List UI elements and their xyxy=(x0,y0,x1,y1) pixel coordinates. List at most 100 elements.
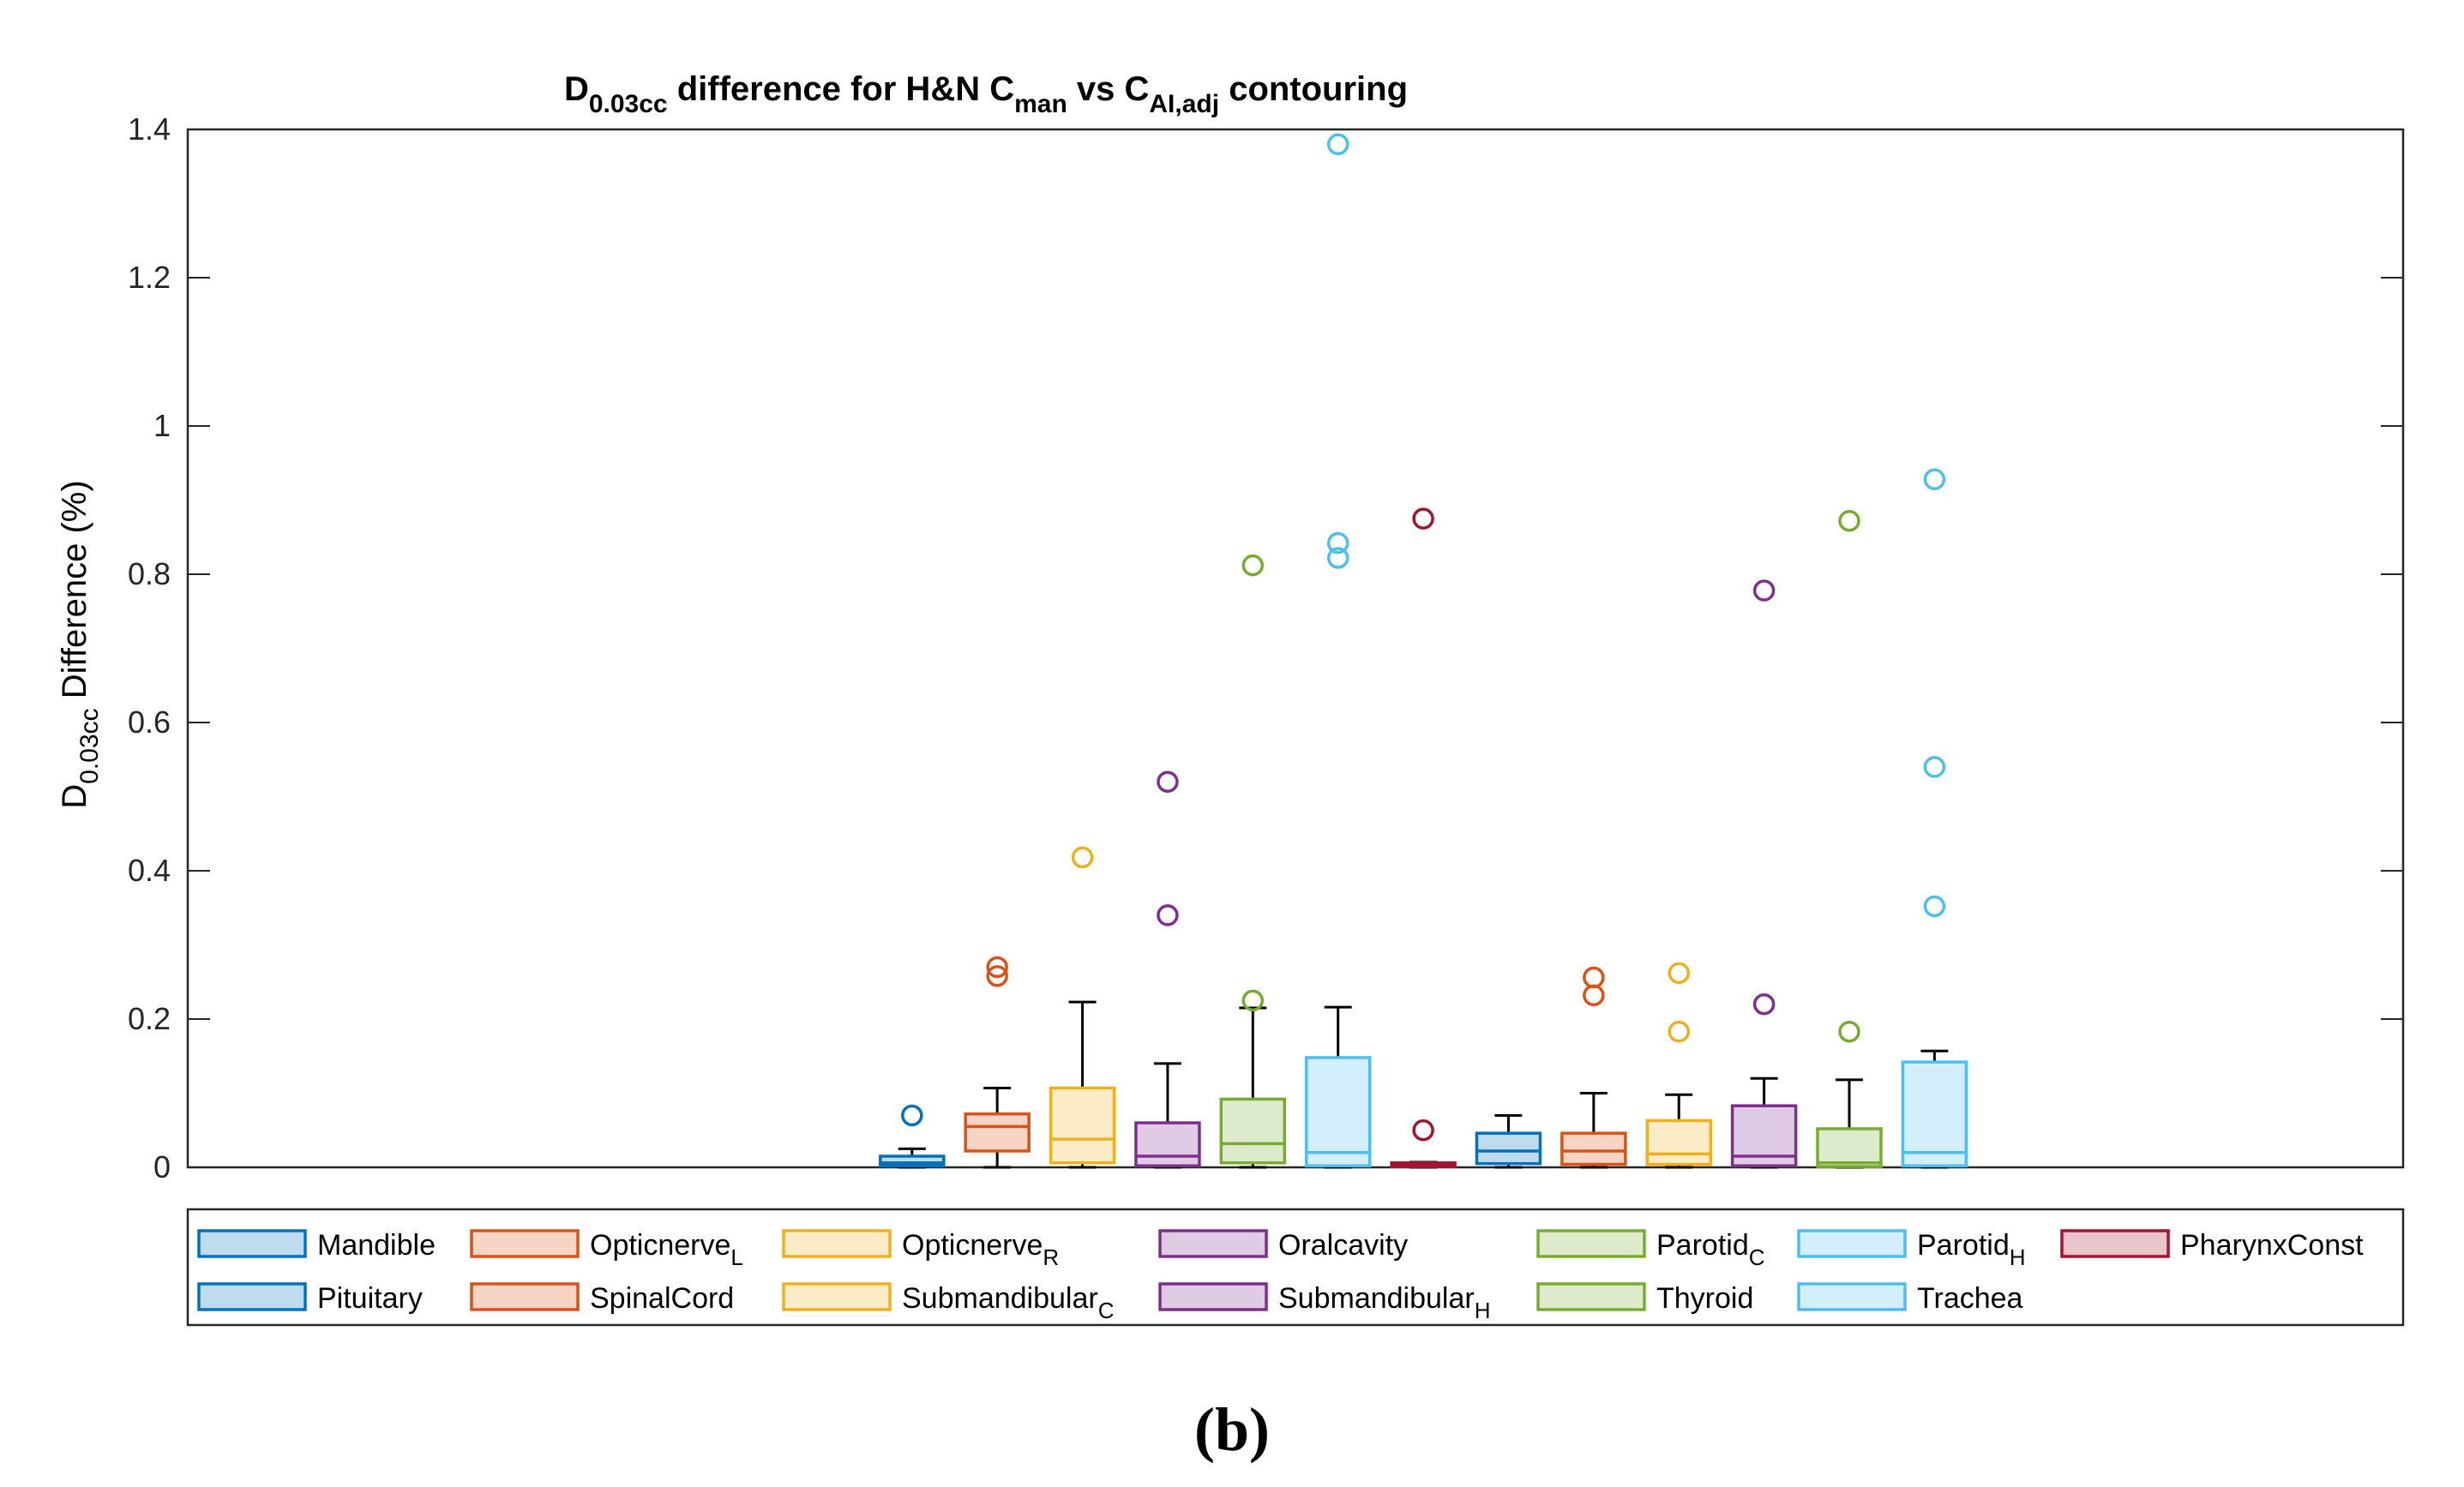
box-oralcavity xyxy=(1134,770,1201,1169)
y-axis: 0 0.2 0.4 0.6 0.8 1 1.2 1.4 xyxy=(128,111,2403,1184)
iqr-box xyxy=(1475,1131,1542,1166)
outlier-point xyxy=(1157,770,1179,793)
outlier-point xyxy=(1326,547,1349,569)
box-pituitary xyxy=(1475,1113,1542,1169)
legend-label: OpticnerveL xyxy=(590,1229,743,1270)
legend-item-oralcavity: Oralcavity xyxy=(1158,1229,1408,1262)
legend-label: ParotidC xyxy=(1656,1229,1765,1270)
legend-swatch xyxy=(1797,1229,1907,1258)
box-parotid-h xyxy=(1304,133,1372,1169)
outlier-point xyxy=(1838,509,1860,532)
outlier-point xyxy=(1923,895,1946,918)
legend-label: PharynxConst xyxy=(2180,1229,2364,1262)
legend-label: Mandible xyxy=(317,1229,436,1262)
outlier-point xyxy=(1668,962,1690,985)
legend-item-trachea: Trachea xyxy=(1797,1282,2023,1315)
iqr-box xyxy=(879,1154,946,1168)
iqr-box xyxy=(1304,1056,1372,1168)
iqr-box xyxy=(1134,1121,1201,1168)
outlier-point xyxy=(1752,579,1776,602)
legend-label: SubmandibularH xyxy=(1278,1282,1490,1323)
legend-swatch xyxy=(782,1229,892,1258)
box-submandibular-c xyxy=(1645,962,1712,1169)
legend-swatch xyxy=(782,1282,892,1311)
legend-swatch xyxy=(1536,1282,1646,1311)
outlier-point xyxy=(1241,989,1265,1012)
legend-swatch xyxy=(1158,1282,1268,1311)
box-opticnerve-r xyxy=(1049,846,1116,1169)
outlier-point xyxy=(1241,554,1265,577)
legend-item-submandibular-h: SubmandibularH xyxy=(1158,1282,1490,1323)
legend-swatch xyxy=(470,1282,580,1311)
y-tick-label: 0.8 xyxy=(128,556,171,591)
legend-swatch xyxy=(1536,1229,1646,1258)
outlier-point xyxy=(1752,992,1776,1016)
outlier-point xyxy=(1838,1020,1860,1043)
outlier-point xyxy=(986,956,1008,979)
box-mandible xyxy=(879,1104,946,1169)
legend-item-spinalcord: SpinalCord xyxy=(470,1282,734,1315)
plot-area xyxy=(186,128,2405,1169)
legend-item-parotid-c: ParotidC xyxy=(1536,1229,1765,1270)
legend-item-thyroid: Thyroid xyxy=(1536,1282,1753,1315)
outlier-point xyxy=(1668,1020,1690,1043)
outlier-point xyxy=(901,1104,923,1127)
outlier-point xyxy=(1071,846,1094,869)
outlier-point xyxy=(1326,531,1349,555)
y-tick-label: 0.4 xyxy=(128,853,171,888)
legend-label: ParotidH xyxy=(1917,1229,2026,1270)
y-tick-label: 1.4 xyxy=(128,111,171,147)
outlier-point xyxy=(1412,507,1434,530)
outlier-point xyxy=(1583,984,1605,1007)
box-spinalcord xyxy=(1560,966,1627,1169)
legend-label: Pituitary xyxy=(317,1282,423,1315)
y-tick-label: 0.2 xyxy=(128,1001,171,1036)
legend-label: Oralcavity xyxy=(1278,1229,1408,1262)
outlier-point xyxy=(1923,756,1946,778)
legend-swatch xyxy=(1158,1229,1268,1258)
legend-swatch xyxy=(197,1282,307,1311)
y-tick-label: 0.6 xyxy=(128,705,171,740)
iqr-box xyxy=(1049,1086,1116,1165)
outlier-point xyxy=(1157,904,1179,926)
outlier-point xyxy=(986,965,1008,987)
legend-item-mandible: Mandible xyxy=(197,1229,436,1262)
legend-label: OpticnerveR xyxy=(902,1229,1059,1270)
y-tick-label: 1 xyxy=(153,408,171,443)
box-trachea xyxy=(1901,468,1968,1169)
figure-caption: (b) xyxy=(1194,1395,1270,1464)
iqr-box xyxy=(1219,1097,1287,1165)
legend-swatch xyxy=(197,1229,307,1258)
legend-label: SpinalCord xyxy=(590,1282,734,1315)
y-axis-label: D0.03cc Difference (%) xyxy=(56,480,104,808)
box-series xyxy=(879,133,1968,1169)
box-thyroid xyxy=(1816,509,1883,1169)
legend-item-submandibular-c: SubmandibularC xyxy=(782,1282,1114,1323)
outlier-point xyxy=(1326,133,1349,156)
legend-swatch xyxy=(470,1229,580,1258)
legend-swatch xyxy=(1797,1282,1907,1311)
box-submandibular-h xyxy=(1730,579,1798,1169)
box-parotid-c xyxy=(1219,554,1287,1169)
legend-item-opticnerve-l: OpticnerveL xyxy=(470,1229,743,1270)
iqr-box xyxy=(1816,1127,1883,1168)
legend-item-parotid-h: ParotidH xyxy=(1797,1229,2026,1270)
legend-item-opticnerve-r: OpticnerveR xyxy=(782,1229,1059,1270)
legend-swatch xyxy=(2060,1229,2170,1258)
chart-title: D0.03cc difference for H&N Cman vs CAI,a… xyxy=(564,70,1408,118)
outlier-point xyxy=(1412,1119,1434,1142)
legend-label: SubmandibularC xyxy=(902,1282,1114,1323)
box-opticnerve-l xyxy=(964,956,1031,1169)
legend-label: Thyroid xyxy=(1656,1282,1753,1315)
legend-item-pharynxconst: PharynxConst xyxy=(2060,1229,2364,1262)
legend-item-pituitary: Pituitary xyxy=(197,1282,423,1315)
iqr-box xyxy=(1560,1131,1627,1166)
box-pharynxconst xyxy=(1390,507,1457,1169)
y-tick-label: 0 xyxy=(153,1149,171,1184)
outlier-point xyxy=(1923,468,1946,491)
iqr-box xyxy=(1645,1118,1712,1166)
iqr-box xyxy=(964,1112,1031,1153)
legend: Mandible OpticnerveL OpticnerveR Oralcavity… xyxy=(197,1229,2364,1323)
iqr-box xyxy=(1901,1060,1968,1168)
